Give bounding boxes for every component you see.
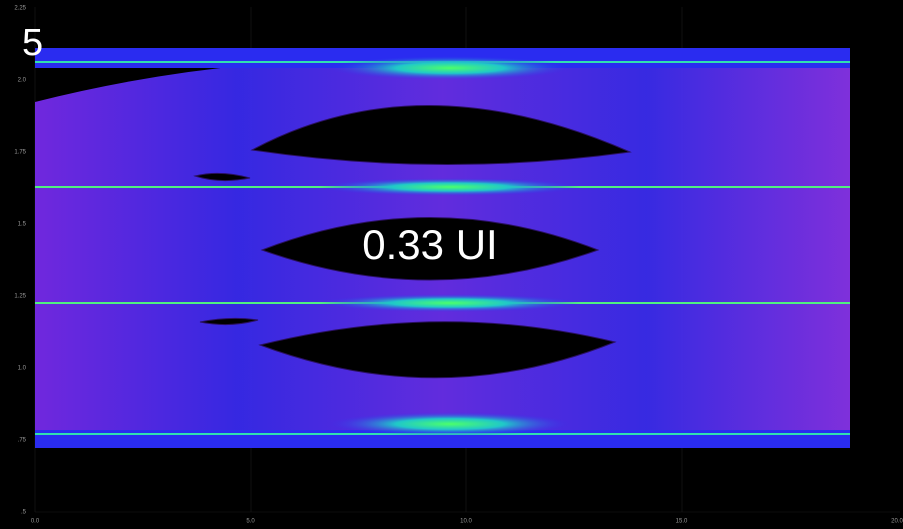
x-tick-label: 5.0 [246, 519, 255, 525]
x-tick-label: 15.0 [676, 519, 688, 525]
x-tick-label: 0.0 [31, 519, 40, 525]
y-tick-label: 1.5 [18, 222, 27, 228]
eye-diagram: 5 0.33 UI 2.25 2.0 1.75 1.5 1.25 1.0 .75 .5 0.0 5… [0, 0, 903, 529]
y-tick-label: .5 [21, 510, 27, 516]
annotation: 0.33 UI [362, 221, 497, 268]
y-tick-label: 1.25 [14, 294, 26, 300]
x-tick-label: 20.0 [891, 519, 903, 525]
x-tick-label: 10.0 [460, 519, 472, 525]
panel-number: 5 [22, 22, 43, 64]
y-tick-label: 2.0 [18, 78, 27, 84]
y-tick-label: .75 [18, 438, 27, 444]
y-tick-label: 1.75 [14, 150, 26, 156]
page: {"panel_number": "5", "annotation": "0.3… [0, 0, 903, 529]
y-tick-label: 1.0 [18, 366, 27, 372]
y-tick-label: 2.25 [14, 6, 26, 12]
